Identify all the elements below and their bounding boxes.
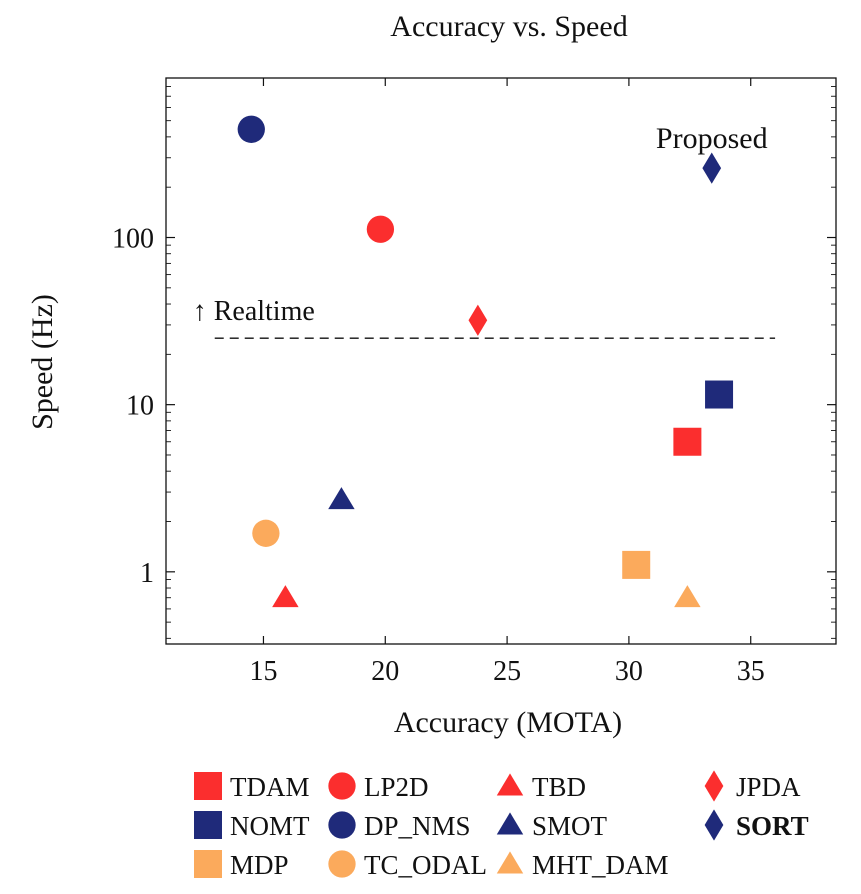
y-tick-label-1: 1 bbox=[140, 558, 154, 589]
legend-marker-tc-odal bbox=[328, 850, 356, 878]
y-tick-label-100: 100 bbox=[112, 224, 154, 255]
legend-label-jpda: JPDA bbox=[736, 772, 801, 802]
legend-marker-jpda bbox=[704, 770, 724, 802]
x-tick-label-25: 25 bbox=[493, 656, 521, 687]
legend-label-mdp: MDP bbox=[230, 850, 289, 880]
point-mdp bbox=[622, 550, 651, 579]
point-tbd bbox=[272, 585, 299, 608]
chart-title: Accuracy vs. Speed bbox=[390, 10, 627, 43]
point-mht-dam bbox=[674, 585, 701, 608]
point-jpda bbox=[468, 304, 488, 336]
realtime-label: ↑ Realtime bbox=[193, 296, 315, 327]
legend-marker-nomt bbox=[194, 811, 222, 839]
y-axis-label: Speed (Hz) bbox=[26, 294, 59, 430]
legend-label-nomt: NOMT bbox=[230, 811, 310, 841]
point-tc-odal bbox=[252, 519, 280, 547]
legend-marker-mdp bbox=[194, 850, 222, 878]
point-sort bbox=[702, 152, 722, 184]
legend-marker-mht-dam bbox=[496, 851, 524, 874]
x-tick-label-30: 30 bbox=[615, 656, 643, 687]
legend-marker-tbd bbox=[496, 773, 524, 796]
legend-label-tbd: TBD bbox=[532, 772, 586, 802]
point-dp-nms bbox=[237, 115, 265, 143]
legend-marker-lp2d bbox=[328, 772, 356, 800]
legend-label-dp-nms: DP_NMS bbox=[364, 811, 471, 841]
legend-marker-sort bbox=[704, 809, 724, 841]
legend-marker-dp-nms bbox=[328, 811, 356, 839]
point-nomt bbox=[705, 380, 734, 409]
legend-label-mht-dam: MHT_DAM bbox=[532, 850, 669, 880]
point-lp2d bbox=[366, 215, 395, 243]
plot-frame bbox=[165, 77, 837, 645]
point-smot bbox=[328, 487, 355, 510]
x-tick-label-35: 35 bbox=[737, 656, 765, 687]
legend: TDAM LP2D TBD JPDA NOMT DP_NMS SMOT SORT MDP TC_O… bbox=[194, 770, 809, 880]
x-tick-label-20: 20 bbox=[371, 656, 399, 687]
legend-label-lp2d: LP2D bbox=[364, 772, 429, 802]
point-tdam bbox=[673, 427, 702, 456]
legend-label-sort: SORT bbox=[736, 811, 809, 841]
legend-label-smot: SMOT bbox=[532, 811, 608, 841]
y-tick-label-10: 10 bbox=[126, 391, 154, 422]
x-tick-label-15: 15 bbox=[249, 656, 277, 687]
legend-marker-tdam bbox=[194, 772, 222, 800]
annotation-0: Proposed bbox=[656, 122, 768, 155]
legend-marker-smot bbox=[496, 812, 524, 835]
x-axis-label: Accuracy (MOTA) bbox=[394, 706, 622, 739]
plot-area: 15 20 25 30 35 1 10 100 ↑ Realtime Proposed bbox=[112, 77, 837, 687]
legend-label-tdam: TDAM bbox=[230, 772, 310, 802]
legend-label-tc-odal: TC_ODAL bbox=[364, 850, 487, 880]
